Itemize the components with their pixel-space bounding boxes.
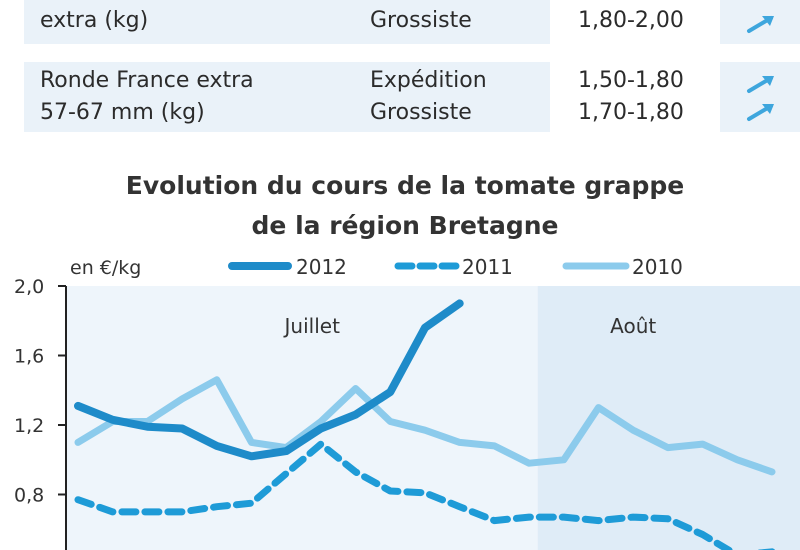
aout-period-band: [537, 286, 800, 550]
y-tick-label: 2,0: [14, 276, 44, 298]
price-range: 1,70-1,80: [578, 100, 684, 125]
market-name: Grossiste: [370, 8, 472, 33]
legend-label-2011: 2011: [462, 255, 513, 279]
arrow-up-right-icon: [747, 76, 774, 93]
row1-trend-bg: [720, 0, 800, 44]
product-name: Ronde France extra: [40, 68, 254, 93]
arrow-up-right-icon: [747, 16, 774, 33]
legend: 2012 2011 2010: [228, 255, 683, 279]
series-line-2010: [74, 376, 776, 476]
market-name: Expédition: [370, 68, 487, 93]
chart-title-line1: Evolution du cours de la tomate grappe: [126, 171, 684, 200]
period-label: Juillet: [283, 314, 341, 338]
row2-name-bg: [24, 62, 318, 132]
row2-market-bg: [318, 62, 550, 132]
legend-label-2010: 2010: [632, 255, 683, 279]
series-line-2011: [74, 440, 775, 550]
price-chart: Evolution du cours de la tomate grappe d…: [0, 150, 800, 550]
y-tick-label: 1,6: [14, 346, 44, 368]
product-name: extra (kg): [40, 8, 149, 33]
y-tick-label: 0,8: [14, 485, 44, 507]
series-line-2012: [74, 299, 464, 461]
row1-price-bg: [550, 0, 720, 44]
market-name: Grossiste: [370, 100, 472, 125]
row2-price-bg: [550, 62, 720, 132]
y-tick-label: 1,2: [14, 415, 44, 437]
row1-market-bg: [318, 0, 550, 44]
row2-trend-bg: [720, 62, 800, 132]
y-axis-unit: en €/kg: [70, 257, 141, 279]
legend-label-2012: 2012: [296, 255, 347, 279]
period-label: Août: [610, 314, 656, 338]
product-size: 57-67 mm (kg): [40, 100, 205, 125]
price-range: 1,80-2,00: [578, 8, 684, 33]
price-range: 1,50-1,80: [578, 68, 684, 93]
arrow-up-right-icon: [747, 104, 774, 121]
row1-name-bg: [24, 0, 318, 44]
chart-title-line2: de la région Bretagne: [252, 211, 559, 240]
